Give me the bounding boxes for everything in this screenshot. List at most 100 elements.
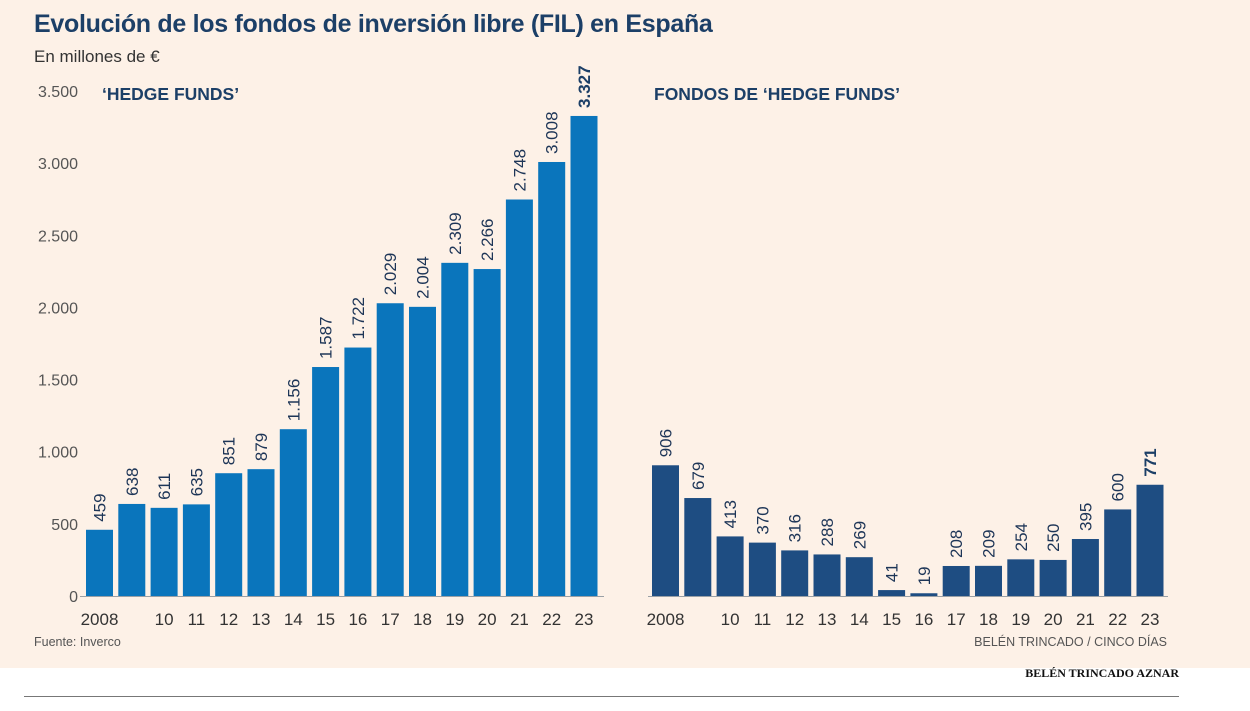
data-label: 611 xyxy=(155,473,174,500)
x-tick-label: 12 xyxy=(219,610,238,629)
data-label: 413 xyxy=(721,500,740,528)
y-tick-label: 3.000 xyxy=(38,156,78,173)
bar xyxy=(86,529,113,596)
data-label: 1.587 xyxy=(317,316,336,359)
x-tick-label: 21 xyxy=(1076,610,1095,629)
y-tick-label: 2.500 xyxy=(38,228,78,245)
data-label: 2.029 xyxy=(381,253,400,296)
bar xyxy=(975,565,1002,596)
bar xyxy=(505,199,533,596)
x-tick-label: 15 xyxy=(316,610,335,629)
data-label: 638 xyxy=(123,468,142,496)
x-tick-label: 14 xyxy=(850,610,869,629)
bar-charts: 0 500 1.000 1.500 2.000 2.500 3.000 3.500 ‘HEDGE… xyxy=(38,65,1168,629)
chart-title: Evolución de los fondos de inversión lib… xyxy=(34,10,713,38)
bar xyxy=(344,347,372,596)
x-tick-label: 12 xyxy=(785,610,804,629)
data-label: 19 xyxy=(915,566,934,585)
data-label: 208 xyxy=(947,530,966,558)
x-tick-label: 16 xyxy=(914,610,933,629)
bar xyxy=(942,565,970,596)
data-label: 41 xyxy=(883,563,902,582)
x-tick-label: 17 xyxy=(947,610,966,629)
bar xyxy=(813,554,841,596)
x-tick-label: 23 xyxy=(575,610,594,629)
data-label: 679 xyxy=(689,462,708,490)
x-tick-label: 19 xyxy=(1011,610,1030,629)
chart-subtitle: En millones de € xyxy=(34,47,160,66)
panel-title: ‘HEDGE FUNDS’ xyxy=(102,84,239,104)
data-label: 2.266 xyxy=(478,219,497,262)
data-label: 771 xyxy=(1141,448,1160,476)
bar xyxy=(652,465,679,596)
bar xyxy=(684,498,712,596)
x-tick-label: 14 xyxy=(284,610,303,629)
data-label: 209 xyxy=(980,529,999,557)
x-tick-label: 2008 xyxy=(81,610,119,629)
data-label: 250 xyxy=(1044,524,1063,552)
x-tick-label: 18 xyxy=(979,610,998,629)
bar xyxy=(215,473,243,596)
bar xyxy=(1071,539,1099,596)
data-label: 370 xyxy=(753,506,772,534)
data-label: 1.156 xyxy=(284,379,303,422)
bar xyxy=(1007,559,1035,596)
x-tick-label: 20 xyxy=(1044,610,1063,629)
data-label: 288 xyxy=(818,518,837,546)
bar xyxy=(376,303,404,596)
data-label: 2.004 xyxy=(414,256,433,299)
bar xyxy=(878,590,906,596)
data-label: 395 xyxy=(1076,503,1095,531)
bar xyxy=(279,429,307,596)
bar xyxy=(150,507,178,596)
bar xyxy=(716,536,744,596)
bar xyxy=(570,115,598,596)
data-label: 2.748 xyxy=(510,149,529,192)
graphic-credit: BELÉN TRINCADO / CINCO DÍAS xyxy=(974,635,1167,649)
bar xyxy=(118,503,146,596)
x-tick-label: 23 xyxy=(1141,610,1160,629)
bar xyxy=(538,161,566,596)
source-note: Fuente: Inverco xyxy=(34,635,121,649)
x-tick-label: 11 xyxy=(188,610,206,629)
x-tick-label: 2008 xyxy=(647,610,685,629)
bar xyxy=(409,306,436,596)
x-tick-label: 11 xyxy=(754,610,772,629)
infographic: Evolución de los fondos de inversión lib… xyxy=(0,0,1250,668)
y-tick-label: 1.000 xyxy=(38,445,78,462)
x-tick-label: 13 xyxy=(818,610,837,629)
x-tick-label: 22 xyxy=(542,610,561,629)
bar xyxy=(441,262,469,596)
x-tick-label: 13 xyxy=(252,610,271,629)
bar xyxy=(748,542,776,596)
data-label: 906 xyxy=(657,429,676,457)
x-tick-label: 19 xyxy=(445,610,464,629)
x-tick-label: 17 xyxy=(381,610,400,629)
x-tick-label: 15 xyxy=(882,610,901,629)
y-tick-label: 2.000 xyxy=(38,300,78,317)
bar xyxy=(247,469,275,596)
x-tick-label: 20 xyxy=(478,610,497,629)
bar xyxy=(1039,559,1067,596)
bar xyxy=(473,269,501,596)
data-label: 600 xyxy=(1109,473,1128,501)
x-tick-label: 21 xyxy=(510,610,529,629)
data-label: 3.008 xyxy=(543,111,562,154)
y-tick-label: 1.500 xyxy=(38,373,78,390)
y-tick-label: 3.500 xyxy=(38,84,78,101)
data-label: 3.327 xyxy=(575,65,594,108)
data-label: 2.309 xyxy=(446,212,465,255)
data-label: 316 xyxy=(786,514,805,542)
data-label: 879 xyxy=(252,433,271,461)
data-label: 635 xyxy=(187,468,206,496)
byline: BELÉN TRINCADO AZNAR xyxy=(1025,666,1179,680)
x-tick-label: 16 xyxy=(348,610,367,629)
panel-title: FONDOS DE ‘HEDGE FUNDS’ xyxy=(654,84,900,104)
data-label: 254 xyxy=(1012,523,1031,551)
y-tick-label: 0 xyxy=(69,589,78,606)
data-label: 1.722 xyxy=(349,297,368,340)
divider xyxy=(24,696,1179,697)
x-tick-label: 18 xyxy=(413,610,432,629)
x-tick-label: 10 xyxy=(721,610,740,629)
x-tick-label: 22 xyxy=(1108,610,1127,629)
